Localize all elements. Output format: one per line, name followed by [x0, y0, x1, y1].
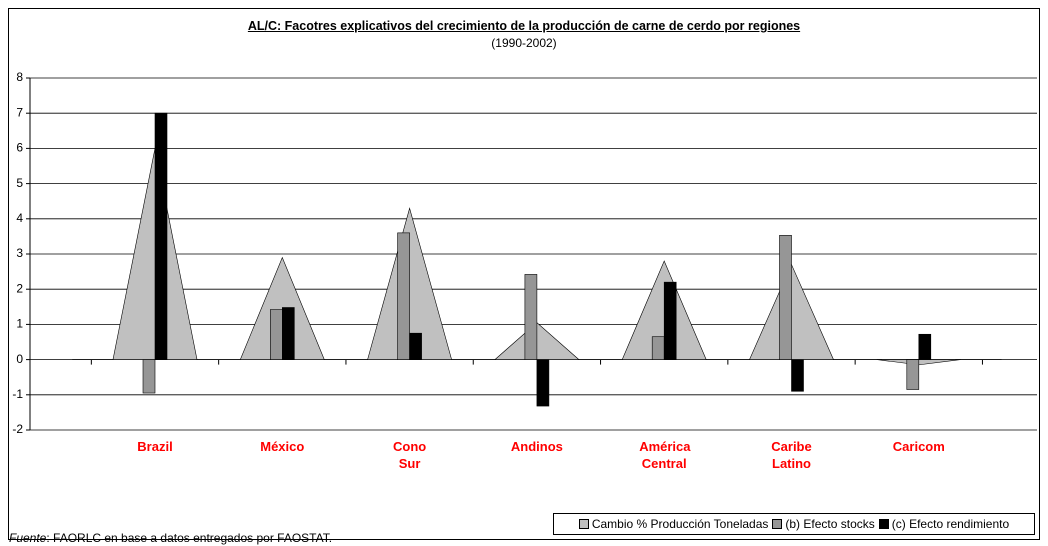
y-tick-label: 5	[16, 176, 23, 190]
bar	[269, 309, 283, 360]
legend-swatch	[878, 519, 889, 529]
y-tick-label: 6	[16, 141, 23, 155]
x-tick-label: Caribe Latino	[771, 439, 812, 471]
x-tick-label: México	[260, 439, 305, 454]
legend-label: (b) Efecto stocks	[785, 517, 875, 531]
y-tick-label: 2	[16, 281, 23, 295]
x-tick-label: América Central	[639, 439, 691, 471]
bar	[154, 112, 168, 360]
bar	[906, 359, 920, 390]
bar	[918, 333, 932, 360]
y-tick-label: 7	[16, 105, 23, 119]
chart-border	[8, 8, 1040, 540]
bar	[142, 359, 156, 394]
bar	[536, 359, 550, 407]
x-tick-label: Cono Sur	[392, 439, 427, 471]
legend-label: Cambio % Producción Toneladas	[591, 517, 769, 531]
legend-item: (b) Efecto stocks	[772, 517, 875, 531]
source-text: : FAORLC en base a datos entregados por …	[46, 531, 333, 545]
legend-item: (c) Efecto rendimiento	[878, 517, 1010, 531]
y-tick-label: -2	[12, 422, 23, 436]
x-tick-label: Brazil	[137, 439, 173, 454]
bar	[651, 336, 665, 360]
bar	[281, 307, 295, 360]
chart-subtitle: (1990-2002)	[491, 36, 557, 50]
legend-label: (c) Efecto rendimiento	[891, 517, 1010, 531]
legend: Cambio % Producción Toneladas (b) Efecto …	[553, 513, 1035, 535]
chart-title: AL/C: Facotres explicativos del crecimie…	[247, 19, 801, 33]
bar	[791, 359, 804, 392]
source-note: Fuente: FAORLC en base a datos entregado…	[9, 531, 332, 545]
bar	[409, 332, 422, 360]
y-tick-label: 8	[16, 70, 23, 84]
y-tick-label: 4	[16, 211, 23, 225]
y-tick-label: 1	[16, 317, 23, 331]
bar	[397, 232, 410, 360]
y-tick-label: 3	[16, 246, 23, 260]
y-tick-label: -1	[12, 387, 23, 401]
x-tick-label: Andinos	[510, 439, 563, 454]
y-tick-label: 0	[16, 352, 23, 366]
x-tick-label: Caricom	[892, 439, 945, 454]
bar	[524, 274, 538, 360]
source-label: Fuente	[9, 531, 47, 545]
bar	[779, 235, 792, 360]
legend-item: Cambio % Producción Toneladas	[578, 517, 769, 531]
legend-swatch	[772, 519, 783, 529]
bar	[663, 281, 677, 360]
legend-swatch	[578, 519, 589, 529]
